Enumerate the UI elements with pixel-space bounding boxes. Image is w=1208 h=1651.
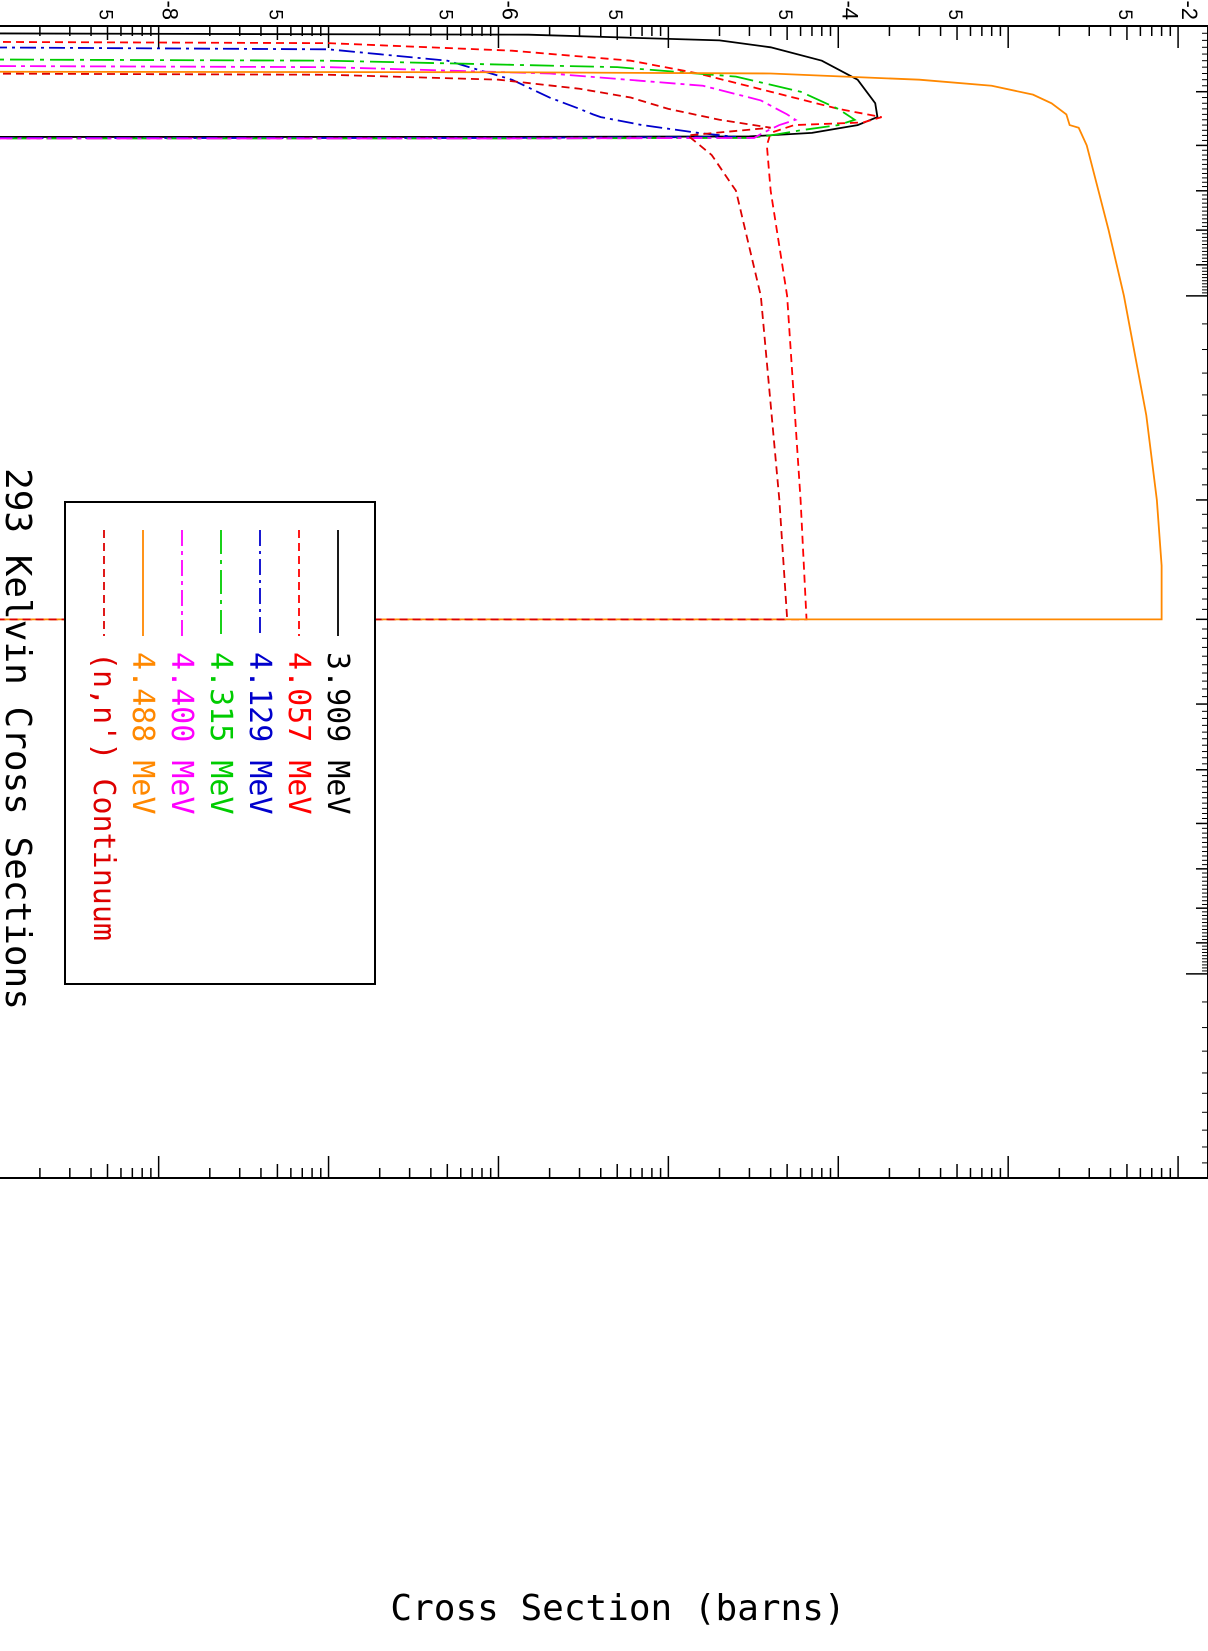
series-layer bbox=[0, 32, 1163, 621]
legend-entry: 4.057 MeV bbox=[281, 652, 316, 815]
legend-entry: 3.909 MeV bbox=[320, 652, 355, 815]
legend-entry: 4.129 MeV bbox=[242, 652, 277, 815]
y-major-tick-label: 10-8 bbox=[140, 0, 183, 20]
plot-frame bbox=[0, 25, 1208, 1179]
y-minor-tick-label: 5 bbox=[264, 9, 285, 20]
y-minor-tick-label: 5 bbox=[944, 9, 965, 20]
y-major-tick-label: 10-2 bbox=[1159, 0, 1202, 20]
series-line-6 bbox=[0, 70, 1163, 621]
y-minor-tick-label: 5 bbox=[434, 9, 455, 20]
y-minor-tick-label: 5 bbox=[604, 9, 625, 20]
series-line-3 bbox=[0, 46, 737, 139]
y-major-tick-label: 10-6 bbox=[479, 0, 522, 20]
series-line-7 bbox=[0, 72, 789, 621]
series-line-5 bbox=[0, 64, 798, 140]
y-axis-label: Cross Section (barns) bbox=[390, 1588, 845, 1629]
legend-entry: 4.315 MeV bbox=[203, 652, 238, 815]
axis-tick-labels: 10110245678923456789210-1010-810-610-410… bbox=[95, 0, 1203, 20]
axis-ticks bbox=[39, 25, 1208, 1179]
series-line-4 bbox=[0, 58, 857, 140]
legend-entry: 4.488 MeV bbox=[125, 652, 160, 815]
legend-entry: (n,n') Continuum bbox=[86, 652, 121, 941]
y-minor-tick-label: 5 bbox=[95, 9, 116, 20]
y-major-tick-label: 10-4 bbox=[819, 0, 862, 20]
y-minor-tick-label: 5 bbox=[1114, 9, 1135, 20]
chart-title: 293 Kelvin Cross Sections bbox=[0, 468, 38, 1010]
legend-entry: 4.400 MeV bbox=[164, 652, 199, 815]
y-minor-tick-label: 5 bbox=[774, 9, 795, 20]
series-line-2 bbox=[0, 40, 882, 621]
